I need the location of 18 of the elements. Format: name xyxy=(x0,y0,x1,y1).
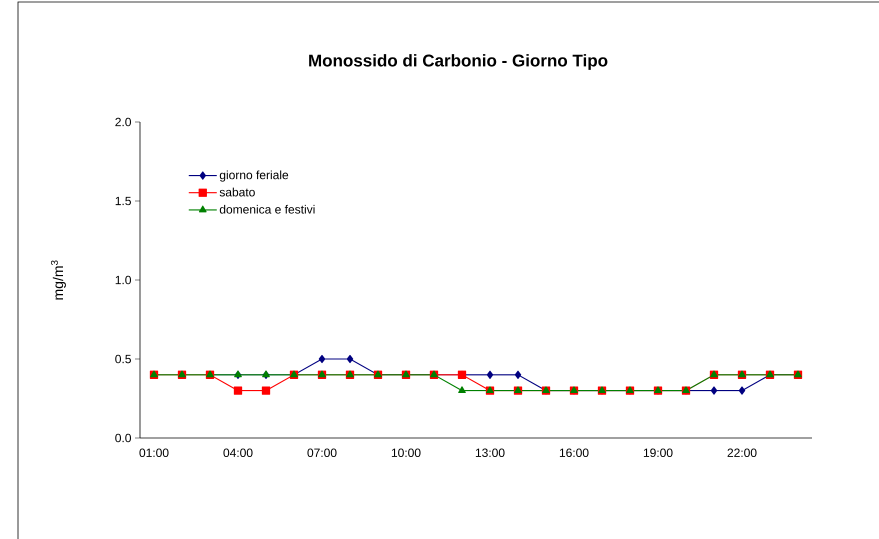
x-tick-label: 01:00 xyxy=(139,448,169,458)
y-tick-label: 2.0 xyxy=(115,118,132,126)
x-tick-label: 13:00 xyxy=(476,448,505,458)
y-tick-label: 1.0 xyxy=(116,276,132,284)
x-tick-label: 10:00 xyxy=(392,448,421,458)
legend-label: domenica e festivi xyxy=(220,204,315,214)
legend-label: giorno feriale xyxy=(220,170,288,182)
chart-title: Monossido di Carbonio - Giorno Tipo xyxy=(309,54,608,70)
y-tick-label: 0.0 xyxy=(115,434,132,442)
x-tick-label: 07:00 xyxy=(307,448,337,458)
y-axis-title: mg/m$^{3}$ xyxy=(50,260,66,300)
x-tick-label: 22:00 xyxy=(728,448,757,458)
x-tick-label: 04:00 xyxy=(223,448,253,458)
y-tick-label: 1.5 xyxy=(116,196,131,206)
legend-label: sabato xyxy=(220,188,255,196)
x-tick-label: 16:00 xyxy=(560,448,589,458)
y-tick-label: 0.5 xyxy=(115,354,131,364)
x-tick-label: 19:00 xyxy=(644,448,673,458)
